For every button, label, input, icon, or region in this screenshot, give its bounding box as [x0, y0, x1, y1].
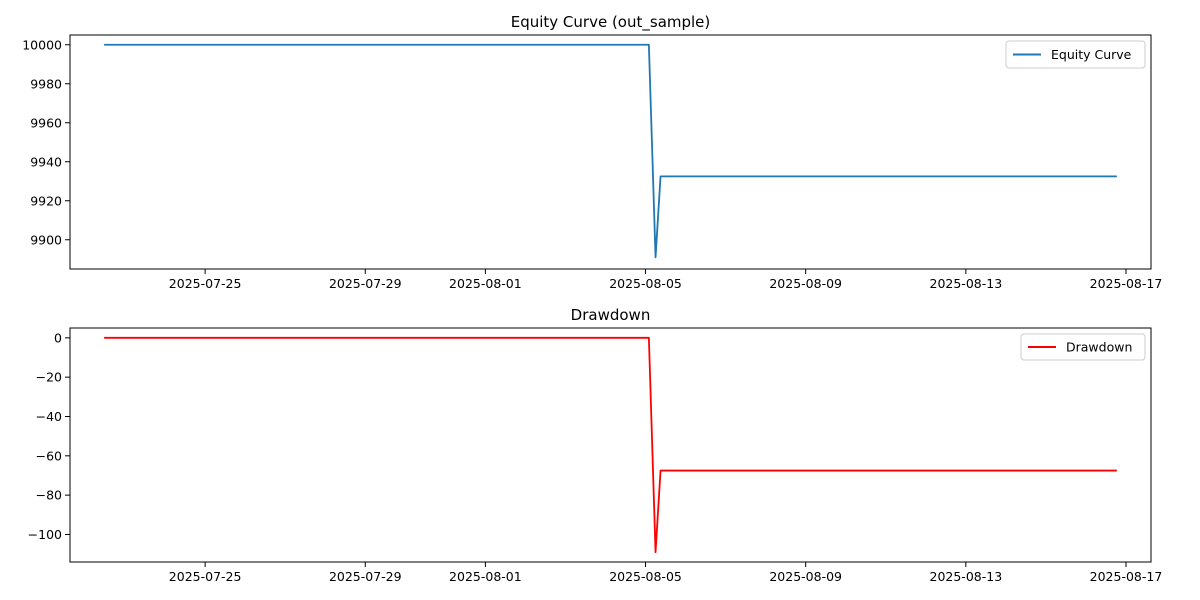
x-tick-label: 2025-08-09 [769, 276, 842, 291]
x-tick-label: 2025-07-25 [169, 569, 242, 584]
x-tick-label: 2025-08-05 [609, 569, 682, 584]
y-tick-label: 10000 [22, 37, 62, 52]
x-tick-label: 2025-08-13 [930, 276, 1003, 291]
x-tick-label: 2025-08-13 [930, 569, 1003, 584]
x-axis: 2025-07-25 2025-07-29 2025-08-01 2025-08-05… [169, 269, 1163, 291]
y-tick-label: 0 [54, 330, 62, 345]
series-line [104, 336, 1117, 554]
y-tick-label: −60 [36, 448, 62, 463]
x-tick-label: 2025-08-05 [609, 276, 682, 291]
x-tick-label: 2025-08-01 [449, 569, 522, 584]
y-tick-label: −100 [28, 527, 62, 542]
y-tick-label: −80 [36, 488, 62, 503]
legend: Equity Curve [1005, 40, 1146, 69]
y-tick-label: 9920 [30, 193, 62, 208]
legend-box [1005, 40, 1146, 69]
series-layer [104, 43, 1117, 259]
plot-area [69, 327, 1152, 563]
x-axis: 2025-07-25 2025-07-29 2025-08-01 2025-08-05… [169, 562, 1163, 584]
y-axis: 0 −20 −40 −60 −80 −100 [28, 330, 70, 542]
chart-title: Drawdown [571, 306, 651, 324]
legend-box [1020, 333, 1146, 361]
y-axis: 10000 9980 9960 9940 9920 9900 [22, 37, 70, 247]
x-tick-label: 2025-08-17 [1090, 276, 1163, 291]
y-tick-label: 9960 [30, 115, 62, 130]
x-tick-label: 2025-08-17 [1090, 569, 1163, 584]
legend-label: Equity Curve [1051, 47, 1132, 62]
y-tick-label: −20 [36, 370, 62, 385]
series-layer [104, 336, 1117, 554]
x-tick-label: 2025-08-01 [449, 276, 522, 291]
y-tick-label: 9900 [30, 232, 62, 247]
plot-area [69, 34, 1152, 270]
series-line [104, 43, 1117, 259]
legend-label: Drawdown [1066, 340, 1132, 355]
x-tick-label: 2025-07-29 [329, 569, 402, 584]
y-tick-label: 9940 [30, 154, 62, 169]
x-tick-label: 2025-07-29 [329, 276, 402, 291]
legend: Drawdown [1020, 333, 1146, 361]
equity-curve-chart: Equity Curve (out_sample) 2025-07-25 2025… [22, 13, 1162, 291]
chart-title: Equity Curve (out_sample) [511, 13, 711, 32]
x-tick-label: 2025-07-25 [169, 276, 242, 291]
x-tick-label: 2025-08-09 [769, 569, 842, 584]
y-tick-label: −40 [36, 409, 62, 424]
y-tick-label: 9980 [30, 76, 62, 91]
drawdown-chart: Drawdown 2025-07-25 2025-07-29 2025-08-01 2… [28, 306, 1163, 584]
